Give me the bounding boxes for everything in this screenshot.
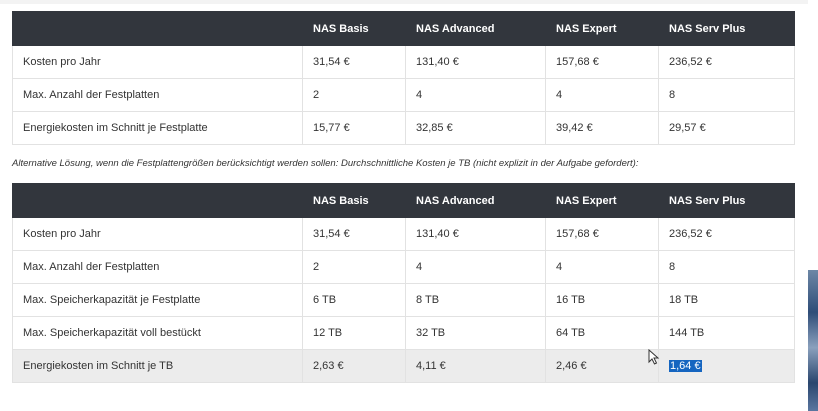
header-cell-empty [12, 183, 303, 218]
header-nas-basis: NAS Basis [302, 183, 406, 218]
table-cell: 16 TB [545, 283, 659, 317]
table-row: Max. Anzahl der Festplatten 2 4 4 8 [12, 78, 795, 112]
table-cell: 2,46 € [545, 349, 659, 383]
header-nas-advanced: NAS Advanced [405, 11, 546, 46]
table-row: Max. Speicherkapazität voll bestückt 12 … [12, 316, 795, 350]
table-cell: 2 [302, 250, 406, 284]
background-image-strip [808, 270, 818, 411]
row-label: Kosten pro Jahr [12, 217, 303, 251]
table-cell: 157,68 € [545, 45, 659, 79]
table-cell: 131,40 € [405, 45, 546, 79]
table-cell: 18 TB [658, 283, 795, 317]
table-cell: 2 [302, 78, 406, 112]
header-nas-advanced: NAS Advanced [405, 183, 546, 218]
table-cell: 8 [658, 250, 795, 284]
row-label: Max. Speicherkapazität je Festplatte [12, 283, 303, 317]
header-nas-basis: NAS Basis [302, 11, 406, 46]
table-cell: 8 TB [405, 283, 546, 317]
table-cell: 4 [405, 78, 546, 112]
row-label: Max. Speicherkapazität voll bestückt [12, 316, 303, 350]
table-row-highlighted: Energiekosten im Schnitt je TB 2,63 € 4,… [12, 349, 795, 383]
table-cell: 32,85 € [405, 111, 546, 145]
table-row: Energiekosten im Schnitt je Festplatte 1… [12, 111, 795, 145]
table-cell: 4,11 € [405, 349, 546, 383]
table-cell: 29,57 € [658, 111, 795, 145]
table-cell: 31,54 € [302, 45, 406, 79]
table-header-row: NAS Basis NAS Advanced NAS Expert NAS Se… [12, 183, 795, 218]
header-cell-empty [12, 11, 303, 46]
row-label: Kosten pro Jahr [12, 45, 303, 79]
top-divider [0, 0, 808, 4]
table-cell: 15,77 € [302, 111, 406, 145]
nas-cost-per-tb-table: NAS Basis NAS Advanced NAS Expert NAS Se… [12, 183, 795, 383]
table-cell: 4 [545, 250, 659, 284]
table-cell: 4 [405, 250, 546, 284]
row-label: Max. Anzahl der Festplatten [12, 78, 303, 112]
table-cell: 31,54 € [302, 217, 406, 251]
table-cell-selected[interactable]: 1,64 € [658, 349, 795, 383]
table-cell: 8 [658, 78, 795, 112]
mouse-pointer-icon [648, 349, 660, 365]
table-cell: 39,42 € [545, 111, 659, 145]
nas-cost-table: NAS Basis NAS Advanced NAS Expert NAS Se… [12, 11, 795, 145]
table-cell: 2,63 € [302, 349, 406, 383]
table-cell: 6 TB [302, 283, 406, 317]
table-cell: 4 [545, 78, 659, 112]
table-row: Kosten pro Jahr 31,54 € 131,40 € 157,68 … [12, 217, 795, 251]
table-cell: 144 TB [658, 316, 795, 350]
header-nas-serv-plus: NAS Serv Plus [658, 183, 795, 218]
alternative-solution-note: Alternative Lösung, wenn die Festplatten… [12, 158, 639, 169]
table-cell: 236,52 € [658, 45, 795, 79]
header-nas-serv-plus: NAS Serv Plus [658, 11, 795, 46]
background-edge [808, 0, 818, 411]
table-cell: 32 TB [405, 316, 546, 350]
row-label: Max. Anzahl der Festplatten [12, 250, 303, 284]
table-cell: 131,40 € [405, 217, 546, 251]
table-header-row: NAS Basis NAS Advanced NAS Expert NAS Se… [12, 11, 795, 46]
table-cell: 157,68 € [545, 217, 659, 251]
header-nas-expert: NAS Expert [545, 183, 659, 218]
table-cell: 236,52 € [658, 217, 795, 251]
row-label: Energiekosten im Schnitt je Festplatte [12, 111, 303, 145]
table-cell: 12 TB [302, 316, 406, 350]
row-label: Energiekosten im Schnitt je TB [12, 349, 303, 383]
table-row: Kosten pro Jahr 31,54 € 131,40 € 157,68 … [12, 45, 795, 79]
selected-text[interactable]: 1,64 € [669, 360, 702, 372]
table-row: Max. Anzahl der Festplatten 2 4 4 8 [12, 250, 795, 284]
table-cell: 64 TB [545, 316, 659, 350]
table-row: Max. Speicherkapazität je Festplatte 6 T… [12, 283, 795, 317]
header-nas-expert: NAS Expert [545, 11, 659, 46]
